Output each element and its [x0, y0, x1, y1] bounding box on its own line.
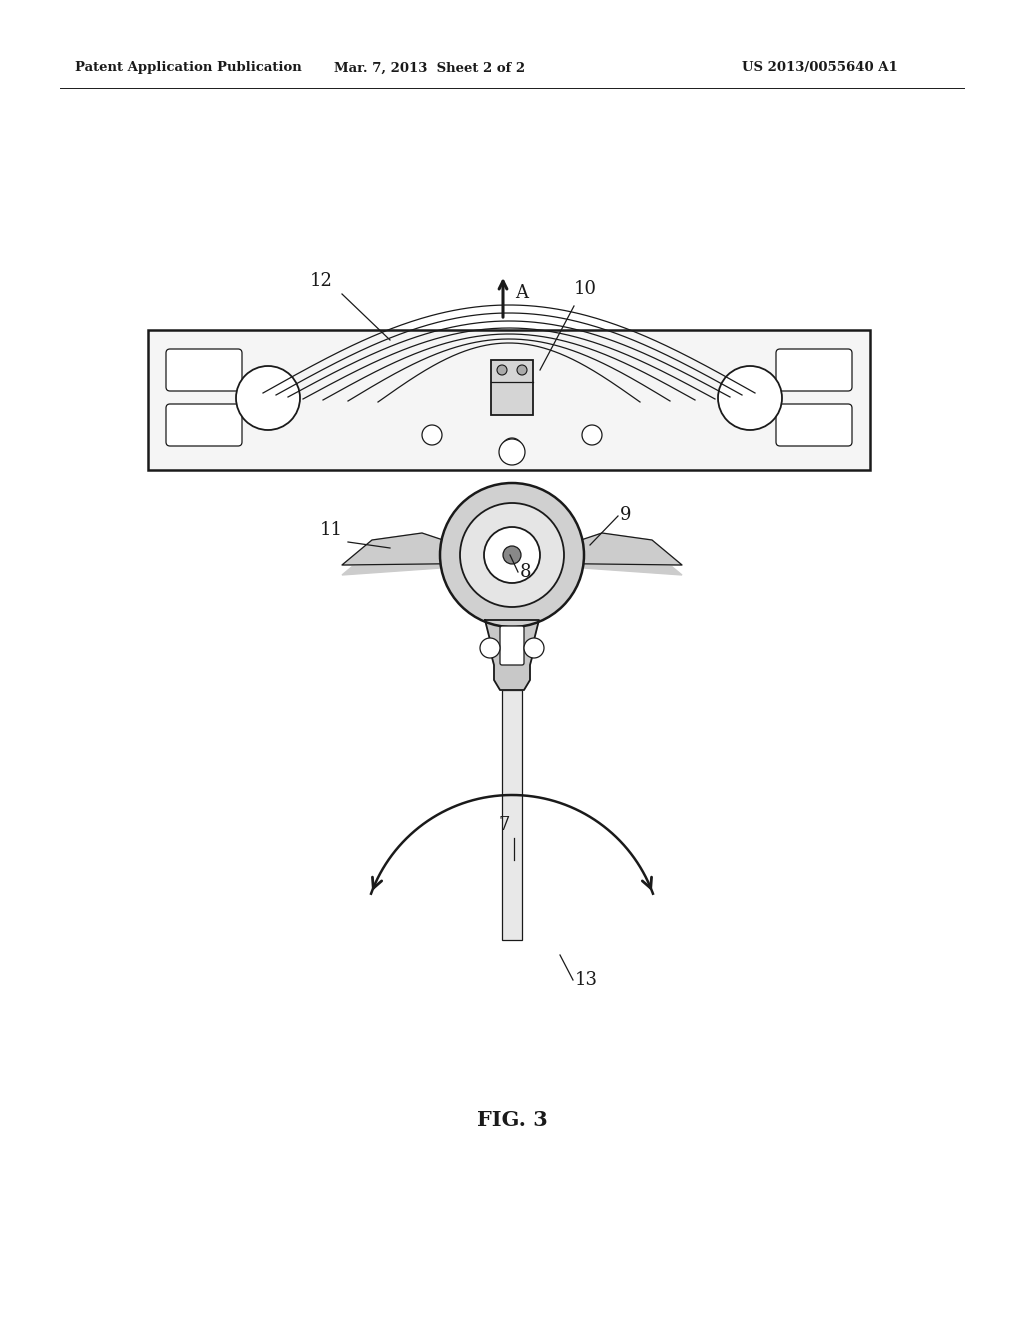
Text: A: A [515, 284, 528, 302]
Text: FIG. 3: FIG. 3 [476, 1110, 548, 1130]
Bar [490, 360, 534, 414]
Circle shape [503, 546, 521, 564]
Circle shape [422, 425, 442, 445]
FancyBboxPatch shape [166, 348, 242, 391]
Text: 13: 13 [575, 972, 598, 989]
Text: 12: 12 [310, 272, 333, 290]
Circle shape [517, 366, 527, 375]
Bar [148, 330, 870, 470]
Text: 11: 11 [319, 521, 343, 539]
Circle shape [480, 638, 500, 657]
Circle shape [718, 366, 782, 430]
Text: 10: 10 [574, 280, 597, 298]
Polygon shape [512, 533, 682, 576]
FancyBboxPatch shape [166, 404, 242, 446]
Circle shape [460, 503, 564, 607]
Polygon shape [342, 533, 512, 576]
Text: US 2013/0055640 A1: US 2013/0055640 A1 [742, 62, 898, 74]
Circle shape [582, 425, 602, 445]
Text: 8: 8 [520, 564, 531, 581]
Text: Mar. 7, 2013  Sheet 2 of 2: Mar. 7, 2013 Sheet 2 of 2 [335, 62, 525, 74]
FancyBboxPatch shape [776, 348, 852, 391]
FancyBboxPatch shape [776, 404, 852, 446]
Circle shape [236, 366, 300, 430]
Text: Patent Application Publication: Patent Application Publication [75, 62, 302, 74]
Text: 9: 9 [620, 506, 632, 524]
Circle shape [499, 440, 525, 465]
Bar [502, 690, 522, 940]
Circle shape [440, 483, 584, 627]
Circle shape [524, 638, 544, 657]
Circle shape [497, 366, 507, 375]
Circle shape [484, 527, 540, 583]
Circle shape [502, 438, 522, 458]
Text: 7: 7 [498, 816, 509, 834]
FancyBboxPatch shape [500, 626, 524, 665]
Polygon shape [485, 620, 539, 690]
